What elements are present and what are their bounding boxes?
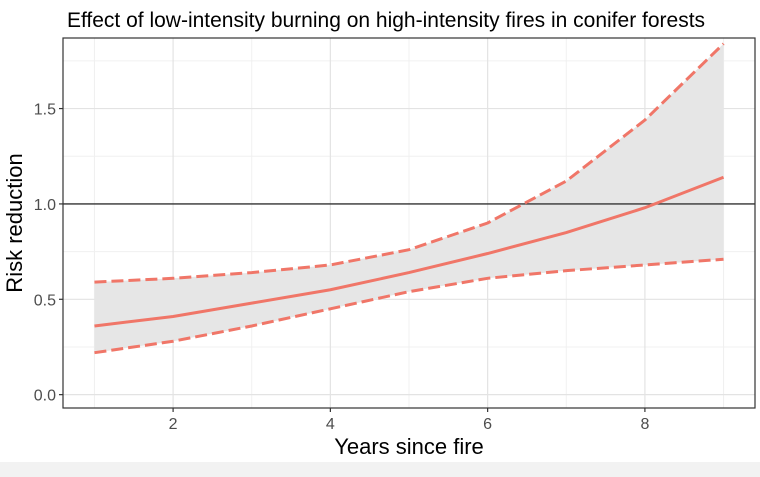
chart-figure: Effect of low-intensity burning on high-… [0,0,760,462]
series-lines [62,37,756,409]
x-tick-label: 2 [169,416,178,433]
y-tick-label: 1.0 [34,197,56,214]
x-tick-label: 4 [326,416,335,433]
x-axis-title: Years since fire [334,434,484,459]
upper-bound-line [94,42,725,284]
confidence-ribbon [94,43,724,353]
estimate-line [94,175,725,328]
confidence-band [94,43,724,353]
y-axis-ticks: 0.0 0.5 1.0 1.5 [34,102,63,405]
y-axis-title: Risk reduction [2,153,27,292]
chart-svg: Effect of low-intensity burning on high-… [2,9,756,459]
x-tick-label: 6 [483,416,492,433]
y-tick-label: 1.5 [34,102,56,119]
lower-bound-line [94,257,724,355]
y-tick-label: 0.5 [34,292,56,309]
plot-border [62,37,756,409]
chart-title: Effect of low-intensity burning on high-… [67,9,705,32]
x-tick-label: 8 [640,416,649,433]
x-axis-ticks: 2 4 6 8 [169,408,649,433]
y-tick-label: 0.0 [34,388,56,405]
